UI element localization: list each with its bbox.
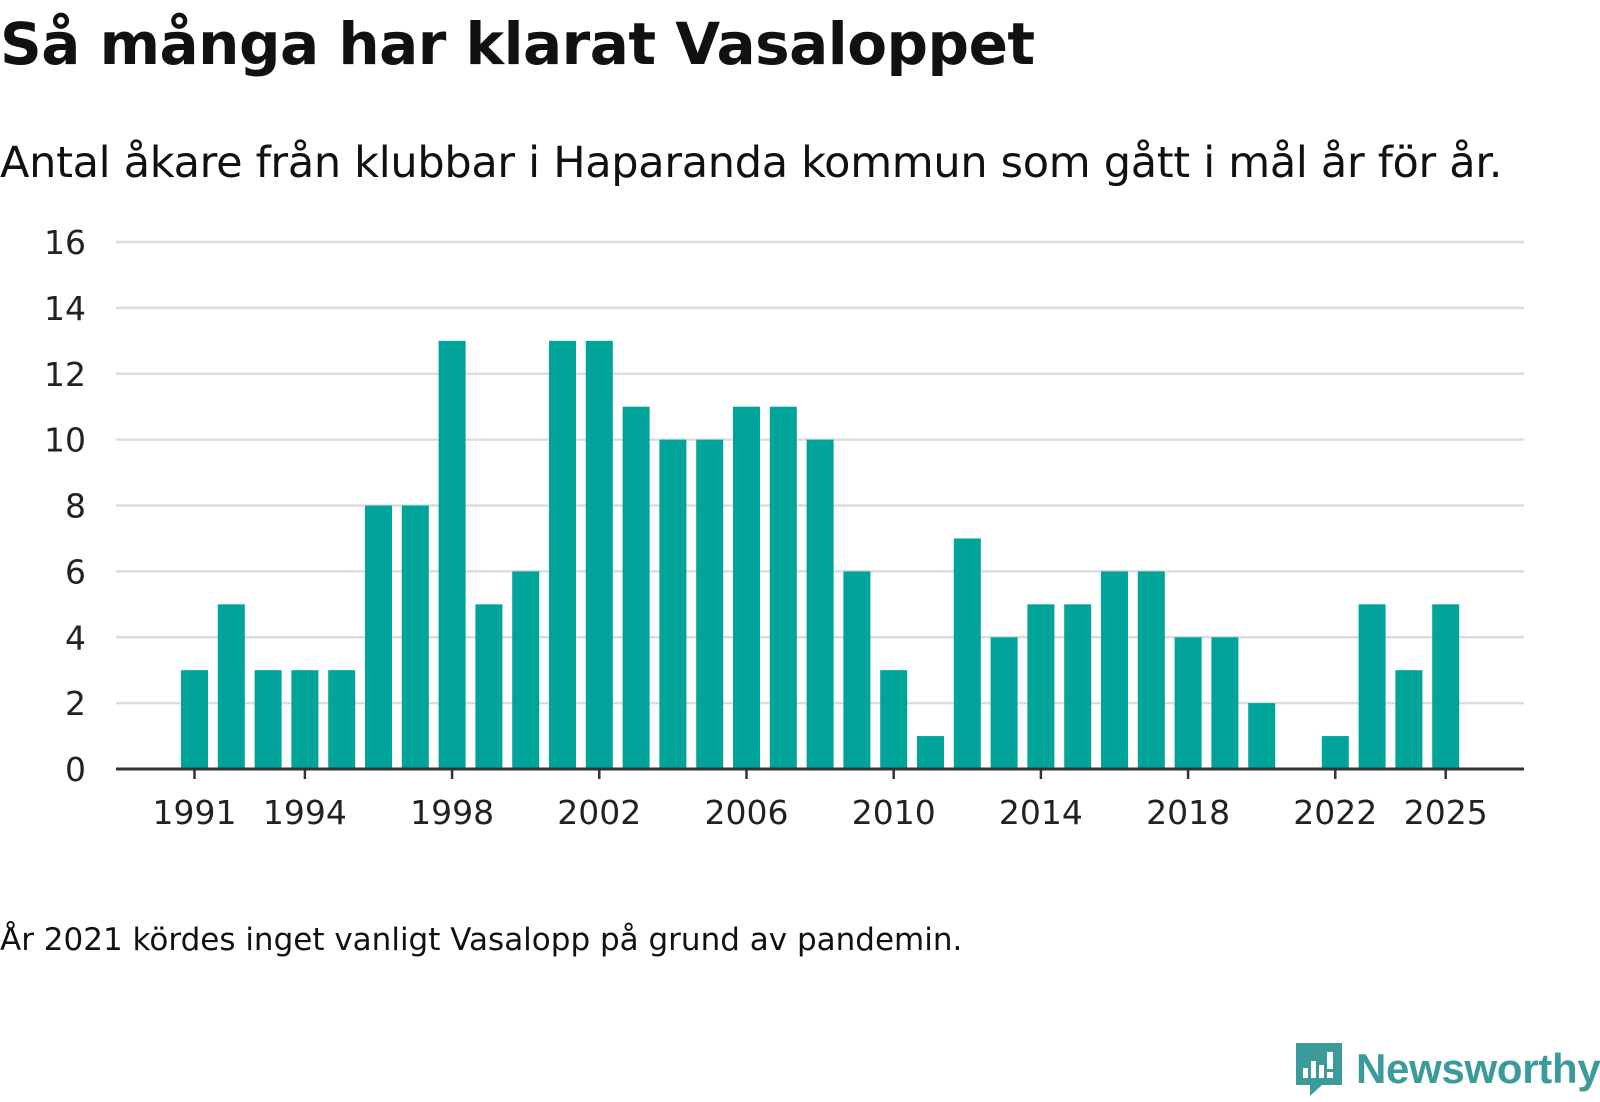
- x-tick-label: 2010: [852, 793, 936, 832]
- bar-2005: [696, 439, 724, 769]
- bar-2002: [585, 340, 613, 769]
- y-tick-label: 16: [44, 223, 86, 262]
- y-tick-label: 2: [65, 684, 86, 723]
- bar-1998: [438, 340, 466, 769]
- bar-1997: [401, 505, 429, 769]
- y-tick-label: 4: [65, 618, 86, 657]
- bar-2009: [843, 571, 871, 769]
- brand-logo: Newsworthy: [1292, 1036, 1600, 1102]
- x-tick-label: 2018: [1146, 793, 1230, 832]
- bar-2015: [1064, 604, 1092, 769]
- chart-subtitle: Antal åkare från klubbar i Haparanda kom…: [0, 138, 1503, 188]
- brand-name: Newsworthy: [1356, 1045, 1600, 1092]
- chart-title: Så många har klarat Vasaloppet: [0, 10, 1035, 78]
- bar-2001: [549, 340, 576, 769]
- bar-2004: [659, 439, 687, 769]
- bar-2018: [1174, 637, 1202, 769]
- bar-1995: [328, 670, 356, 769]
- y-tick-label: 14: [44, 289, 86, 328]
- x-tick-label: 2002: [557, 793, 641, 832]
- bar-1992: [217, 604, 245, 769]
- x-tick-label: 1991: [153, 793, 237, 832]
- bar-2008: [806, 439, 834, 769]
- bar-2019: [1211, 637, 1239, 769]
- bar-2007: [769, 406, 797, 769]
- y-tick-label: 12: [44, 355, 86, 394]
- x-tick-label: 2025: [1404, 793, 1488, 832]
- newsworthy-bar-chart-icon: [1296, 1043, 1342, 1096]
- bar-2017: [1137, 571, 1165, 769]
- bar-2000: [512, 571, 540, 769]
- x-tick-label: 2006: [705, 793, 789, 832]
- x-tick-label: 2022: [1293, 793, 1377, 832]
- y-tick-label: 0: [65, 750, 86, 789]
- bar-2025: [1432, 604, 1460, 769]
- bar-2013: [990, 637, 1018, 769]
- x-tick-label: 1994: [263, 793, 347, 832]
- bar-2011: [917, 736, 944, 769]
- bar-1991: [181, 670, 208, 769]
- y-tick-label: 6: [65, 552, 86, 591]
- bar-2023: [1358, 604, 1386, 769]
- bar-2022: [1321, 736, 1349, 769]
- bar-2024: [1395, 670, 1423, 769]
- bar-1999: [475, 604, 503, 769]
- x-tick-label: 1998: [410, 793, 494, 832]
- bar-2012: [953, 538, 981, 769]
- bar-2014: [1027, 604, 1055, 769]
- footnote: År 2021 kördes inget vanligt Vasalopp på…: [0, 922, 963, 958]
- bar-2016: [1101, 571, 1128, 769]
- bar-1993: [254, 670, 282, 769]
- bar-1994: [291, 670, 319, 769]
- bar-2006: [733, 406, 760, 769]
- bar-2020: [1248, 703, 1276, 769]
- x-tick-label: 2014: [999, 793, 1083, 832]
- bar-2003: [622, 406, 650, 769]
- y-tick-label: 8: [65, 487, 86, 526]
- bar-chart: 0 2 4 6 8 10 12 14 16 1991 1994 1998 2002 2006 2010 201…: [44, 223, 1524, 832]
- y-tick-label: 10: [44, 421, 86, 460]
- bar-1996: [365, 505, 392, 769]
- bar-2010: [880, 670, 908, 769]
